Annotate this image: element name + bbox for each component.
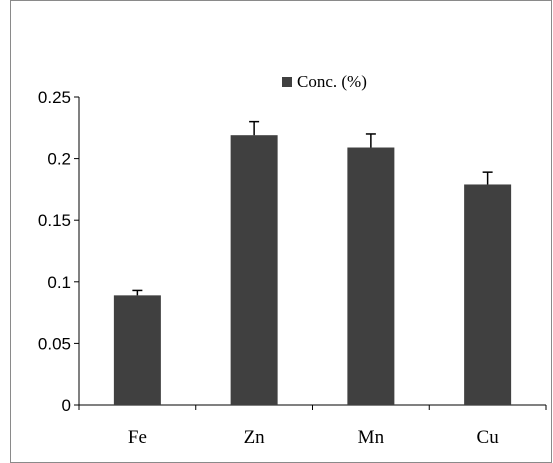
y-tick-label: 0.2 <box>47 150 71 169</box>
y-ticks: 0 0.05 0.1 0.15 0.2 0.25 <box>38 88 79 415</box>
bar-cu <box>464 184 512 405</box>
x-ticks: Fe Zn Mn Cu <box>78 405 547 448</box>
y-tick-label: 0.05 <box>38 334 71 353</box>
y-tick-label: 0.1 <box>47 273 71 292</box>
legend-swatch <box>282 77 292 87</box>
bar-mn <box>347 147 395 405</box>
x-tick-label: Mn <box>358 427 385 448</box>
bar-fe <box>113 295 161 405</box>
error-bars <box>132 120 493 296</box>
bars <box>113 135 512 405</box>
y-tick-label: 0 <box>62 396 71 415</box>
y-tick-label: 0.15 <box>38 211 71 230</box>
chart-border <box>10 0 552 463</box>
x-tick-label: Cu <box>477 427 500 448</box>
bar-zn <box>230 135 278 405</box>
y-tick-label: 0.25 <box>38 88 71 107</box>
legend-label: Conc. (%) <box>297 72 367 91</box>
legend: Conc. (%) <box>282 72 367 91</box>
x-tick-label: Fe <box>128 427 147 448</box>
x-tick-label: Zn <box>244 427 266 448</box>
